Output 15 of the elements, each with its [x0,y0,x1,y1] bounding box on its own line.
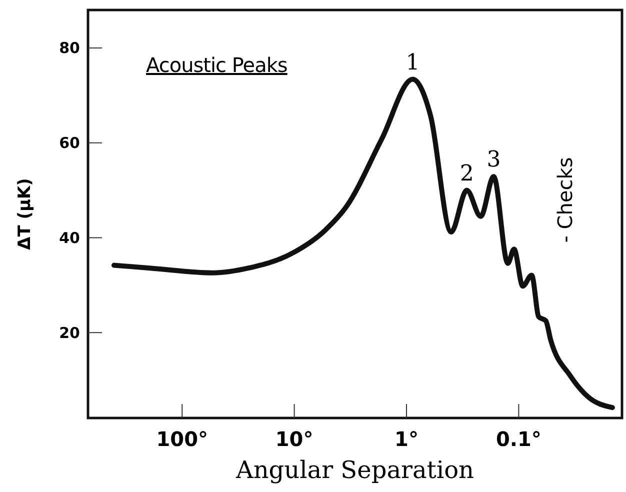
annotation: 3 [486,148,501,173]
x-tick-label: 100° [156,427,208,451]
x-tick-label: 10° [275,427,314,451]
annotation: - Checks [553,157,577,243]
annotation: Acoustic Peaks [146,53,288,77]
y-tick-label: 40 [59,228,80,247]
x-tick-label: 1° [394,427,418,451]
annotation: 1 [406,50,420,76]
y-tick-label: 20 [59,324,80,342]
y-tick-label: 60 [59,134,80,152]
x-axis-title: Angular Separation [234,456,474,484]
y-axis-title: ΔT (μK) [15,178,35,250]
annotation: 2 [460,161,474,186]
y-tick-label: 80 [59,39,80,58]
x-tick-label: 0.1° [496,427,542,451]
